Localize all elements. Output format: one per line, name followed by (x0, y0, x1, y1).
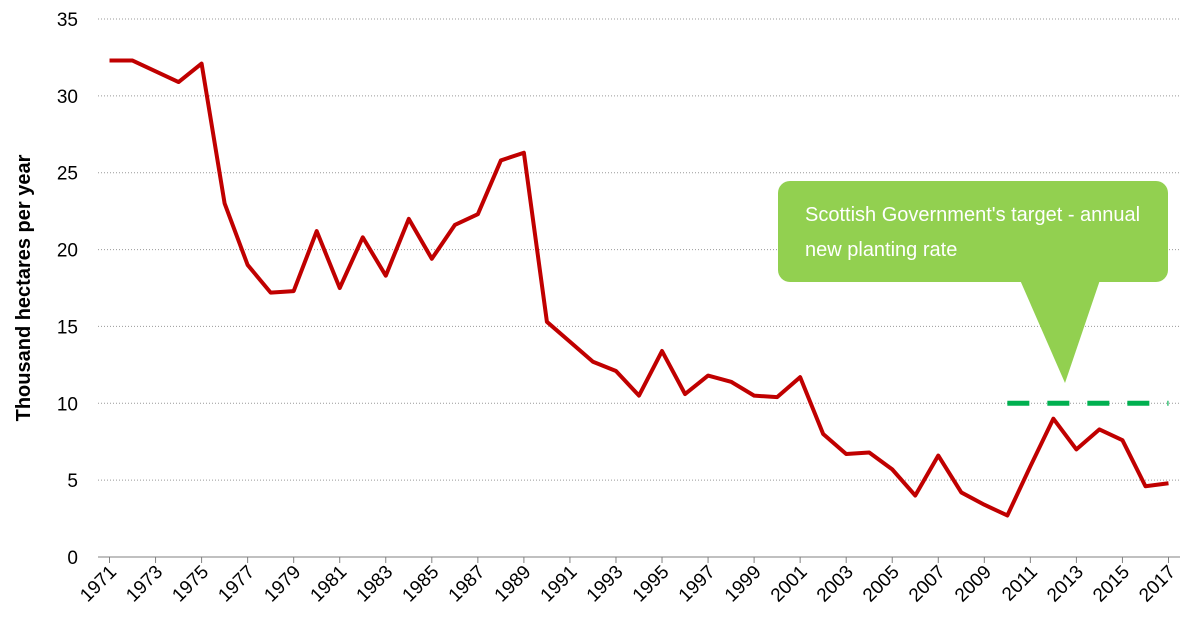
x-tick-label: 1999 (721, 562, 766, 607)
y-tick-label: 15 (57, 317, 78, 338)
x-tick-label: 2017 (1135, 562, 1180, 607)
x-tick-label: 2013 (1043, 562, 1088, 607)
line-series (109, 58, 1169, 518)
y-tick-label: 25 (57, 164, 78, 185)
x-tick-label: 1983 (353, 562, 398, 607)
x-tick-label: 1997 (675, 562, 720, 607)
x-tick-label: 1973 (122, 562, 167, 607)
x-tick-label: 2011 (998, 562, 1042, 606)
x-tick-label: 2015 (1089, 562, 1134, 607)
x-tick-label: 1995 (629, 562, 674, 607)
x-tick-label: 1971 (76, 562, 121, 607)
y-axis-title: Thousand hectares per year (13, 154, 35, 421)
x-tick-label: 1975 (168, 562, 213, 607)
x-tick-label: 1977 (214, 562, 259, 607)
callout-pointer (1020, 280, 1100, 383)
x-tick-label: 2005 (859, 562, 904, 607)
x-tick-label: 1993 (583, 562, 628, 607)
y-tick-label: 5 (67, 471, 78, 492)
x-tick-label: 1979 (260, 562, 305, 607)
x-tick-label: 2009 (951, 562, 996, 607)
callout-box (778, 181, 1168, 282)
y-tick-label: 35 (57, 10, 78, 31)
x-tick-label: 1989 (491, 562, 536, 607)
y-tick-label: 20 (57, 241, 78, 262)
x-tick-label: 1985 (399, 562, 444, 607)
y-tick-label: 10 (57, 394, 78, 415)
x-tick-label: 1991 (537, 562, 582, 607)
x-tick-label: 2001 (767, 562, 812, 607)
x-tick-label: 2003 (813, 562, 858, 607)
x-tick-label: 2007 (905, 562, 950, 607)
x-tick-label: 1987 (445, 562, 490, 607)
annotation: Scottish Government's target - annual ne… (805, 204, 1141, 261)
y-tick-label: 0 (67, 548, 78, 569)
y-tick-label: 30 (57, 87, 78, 108)
x-tick-label: 1981 (307, 562, 352, 607)
